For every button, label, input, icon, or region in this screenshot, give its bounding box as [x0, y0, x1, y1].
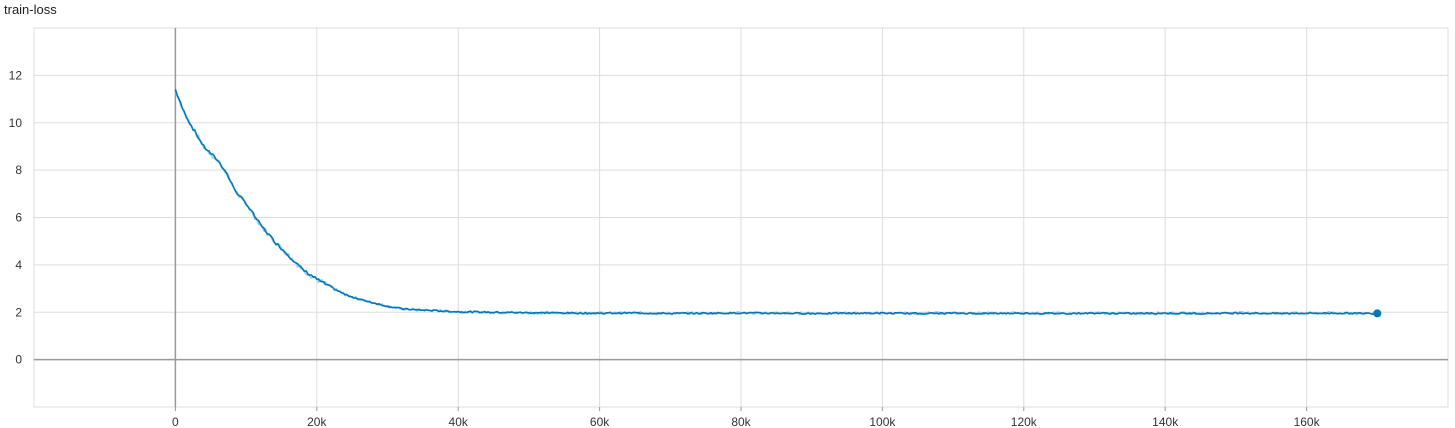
- y-tick-label: 10: [9, 116, 23, 130]
- x-tick-label: 40k: [449, 415, 469, 428]
- x-tick-label: 60k: [590, 415, 610, 428]
- series-line: [174, 89, 1378, 315]
- chart-title: train-loss: [4, 2, 57, 17]
- y-tick-label: 12: [9, 68, 23, 82]
- y-tick-label: 8: [15, 163, 22, 177]
- y-tick-label: 6: [15, 211, 22, 225]
- tick-labels: 0 20k 40k 60k 80k 100k 120k 140k 160k 0 2 4 6 8 10 12: [9, 68, 1321, 428]
- series-raw-line: [174, 89, 1378, 316]
- x-tick-label: 20k: [307, 415, 327, 428]
- y-tick-label: 4: [15, 258, 22, 272]
- series-layer: [174, 89, 1382, 318]
- y-tick-label: 0: [15, 353, 22, 367]
- series-end-point[interactable]: [1373, 309, 1382, 318]
- y-tick-label: 2: [15, 305, 22, 319]
- x-tick-label: 0: [172, 415, 179, 428]
- x-tick-label: 120k: [1011, 415, 1038, 428]
- x-tick-label: 100k: [869, 415, 896, 428]
- x-tick-label: 160k: [1294, 415, 1321, 428]
- x-tick-label: 140k: [1152, 415, 1179, 428]
- grid: [33, 27, 1449, 408]
- x-tick-label: 80k: [731, 415, 751, 428]
